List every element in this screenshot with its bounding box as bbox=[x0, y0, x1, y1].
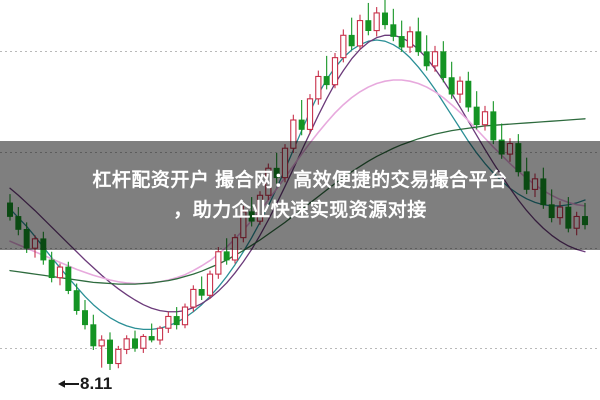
candle-up bbox=[340, 29, 347, 63]
candle-body bbox=[415, 31, 422, 53]
candle-body bbox=[223, 251, 230, 261]
candle-down bbox=[490, 101, 497, 145]
candle-down bbox=[398, 20, 405, 52]
candle-body bbox=[390, 24, 397, 37]
candle-body bbox=[473, 106, 480, 126]
candle-down bbox=[348, 17, 355, 50]
candle-up bbox=[206, 270, 214, 299]
candle-body bbox=[115, 348, 122, 365]
candle-down bbox=[82, 300, 88, 330]
candle-body bbox=[423, 51, 430, 67]
candle-body bbox=[448, 77, 455, 95]
candle-body bbox=[406, 31, 414, 48]
candle-body bbox=[481, 111, 489, 126]
candle-down bbox=[173, 307, 180, 330]
candle-body bbox=[398, 36, 405, 48]
candle-body bbox=[373, 12, 380, 32]
candle-body bbox=[315, 75, 322, 100]
candle-up bbox=[165, 311, 172, 333]
candle-body bbox=[340, 34, 347, 59]
candle-body bbox=[215, 251, 222, 275]
candle-up bbox=[123, 335, 130, 355]
candle-up bbox=[456, 76, 464, 103]
candle-down bbox=[473, 91, 480, 130]
candle-up bbox=[373, 7, 380, 37]
candle-body bbox=[382, 12, 388, 26]
candle-body bbox=[123, 338, 130, 350]
candle-body bbox=[82, 310, 88, 326]
candle-up bbox=[215, 247, 222, 279]
candle-body bbox=[306, 98, 314, 130]
candle-down bbox=[148, 323, 155, 343]
candle-down bbox=[390, 8, 397, 42]
candle-body bbox=[198, 289, 205, 296]
candle-down bbox=[48, 251, 55, 283]
candle-body bbox=[348, 34, 355, 47]
candle-body bbox=[98, 339, 105, 347]
candle-up bbox=[431, 45, 439, 72]
price-annotation-value: 8.11 bbox=[80, 374, 113, 393]
headline-line-2: ，助力企业快速实现资源对接 bbox=[173, 199, 427, 221]
candle-down bbox=[73, 283, 80, 315]
candle-body bbox=[48, 259, 55, 279]
candle-down bbox=[107, 332, 113, 370]
candle-body bbox=[73, 290, 80, 311]
candle-up bbox=[115, 345, 122, 369]
candle-body bbox=[148, 336, 155, 341]
headline-overlay: 杠杆配资开户 撮合网：高效便捷的交易撮合平台 ，助力企业快速实现资源对接 bbox=[0, 141, 600, 250]
candle-up bbox=[356, 14, 364, 50]
candle-body bbox=[331, 57, 339, 86]
candle-body bbox=[440, 51, 447, 79]
candle-up bbox=[98, 335, 105, 368]
candle-down bbox=[448, 61, 455, 99]
candle-down bbox=[423, 35, 430, 71]
candle-down bbox=[382, 0, 388, 30]
candle-body bbox=[165, 315, 172, 329]
candle-body bbox=[431, 51, 439, 67]
candle-up bbox=[331, 52, 339, 89]
candle-body bbox=[156, 327, 164, 341]
candle-body bbox=[181, 306, 189, 326]
candle-body bbox=[173, 316, 180, 326]
candle-up bbox=[315, 70, 322, 105]
candle-up bbox=[156, 325, 164, 345]
candle-body bbox=[356, 20, 364, 47]
candle-up bbox=[190, 285, 197, 312]
candle-down bbox=[298, 100, 305, 136]
candle-body bbox=[132, 338, 138, 349]
candle-down bbox=[323, 55, 330, 90]
candle-down bbox=[132, 330, 138, 352]
candle-up bbox=[481, 105, 489, 131]
candle-up bbox=[56, 263, 64, 286]
candle-body bbox=[323, 76, 330, 86]
candle-body bbox=[298, 119, 305, 130]
candle-body bbox=[65, 266, 72, 291]
candle-body bbox=[140, 335, 147, 349]
candle-body bbox=[190, 288, 197, 308]
price-annotation: 8.11 bbox=[58, 375, 112, 392]
candle-body bbox=[365, 20, 372, 31]
candle-down bbox=[198, 276, 205, 300]
candle-body bbox=[206, 273, 214, 296]
candle-up bbox=[406, 26, 414, 53]
candle-down bbox=[365, 2, 372, 36]
candle-down bbox=[65, 261, 72, 295]
candle-down bbox=[465, 71, 472, 112]
candle-body bbox=[465, 80, 472, 108]
candle-up bbox=[140, 334, 147, 353]
candle-body bbox=[90, 324, 97, 347]
candle-up bbox=[306, 94, 314, 135]
candle-down bbox=[440, 41, 447, 83]
candle-body bbox=[490, 111, 497, 141]
candle-down bbox=[415, 17, 422, 56]
headline-line-1: 杠杆配资开户 撮合网：高效便捷的交易撮合平台 bbox=[92, 169, 508, 191]
candle-body bbox=[107, 339, 113, 364]
candle-body bbox=[56, 266, 64, 279]
left-arrow-icon bbox=[58, 380, 79, 388]
candle-up bbox=[181, 303, 189, 329]
candle-body bbox=[456, 80, 464, 95]
candle-down bbox=[90, 314, 97, 350]
